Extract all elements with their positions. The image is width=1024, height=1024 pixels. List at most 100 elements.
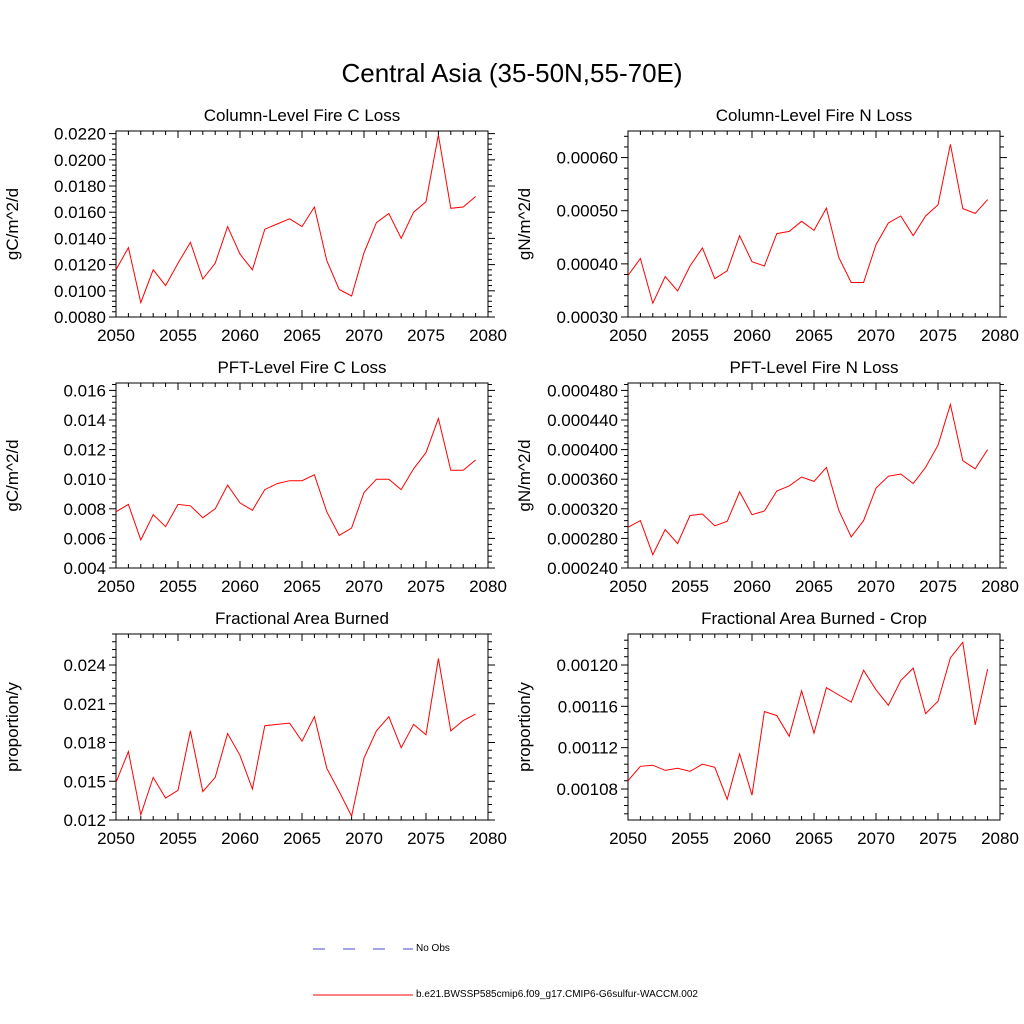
x-tick-label: 2065 xyxy=(795,829,833,848)
y-tick-label: 0.000480 xyxy=(547,381,618,400)
x-tick-label: 2080 xyxy=(981,829,1019,848)
x-tick-label: 2055 xyxy=(671,829,709,848)
x-tick-label: 2055 xyxy=(671,326,709,345)
y-tick-label: 0.000360 xyxy=(547,470,618,489)
x-tick-label: 2050 xyxy=(609,326,647,345)
x-tick-label: 2075 xyxy=(407,577,445,596)
y-tick-label: 0.00060 xyxy=(557,149,618,168)
x-tick-label: 2075 xyxy=(919,326,957,345)
x-tick-label: 2060 xyxy=(221,829,259,848)
y-axis-label: proportion/y xyxy=(3,682,22,772)
x-tick-label: 2070 xyxy=(345,326,383,345)
chart-panel-3: 2050 2055 2060 2065 2070 2075 2080 0.004 0.006 0.… xyxy=(3,358,507,596)
y-tick-label: 0.0160 xyxy=(54,203,106,222)
legend-obs-label: No Obs xyxy=(416,943,450,954)
series-line xyxy=(115,134,476,305)
x-tick-label: 2070 xyxy=(857,326,895,345)
x-tick-label: 2070 xyxy=(345,829,383,848)
chart-panel-5: 2050 2055 2060 2065 2070 2075 2080 0.012 0.015 0.… xyxy=(3,609,507,848)
x-tick-label: 2055 xyxy=(159,829,197,848)
x-tick-label: 2065 xyxy=(283,829,321,848)
x-tick-label: 2060 xyxy=(733,829,771,848)
x-tick-label: 2065 xyxy=(795,326,833,345)
y-tick-label: 0.000240 xyxy=(547,559,618,578)
y-tick-label: 0.004 xyxy=(63,559,106,578)
y-tick-label: 0.00120 xyxy=(557,656,618,675)
y-tick-label: 0.00116 xyxy=(558,697,618,716)
panel-title: Fractional Area Burned xyxy=(215,609,389,628)
x-tick-label: 2060 xyxy=(733,577,771,596)
y-tick-label: 0.00040 xyxy=(557,255,618,274)
x-tick-label: 2070 xyxy=(857,829,895,848)
y-tick-label: 0.006 xyxy=(63,529,106,548)
x-tick-label: 2080 xyxy=(469,829,507,848)
panel-title: Column-Level Fire N Loss xyxy=(716,106,913,125)
y-tick-label: 0.00030 xyxy=(557,308,618,327)
y-axis-label: gC/m^2/d xyxy=(3,188,22,260)
chart-panel-4: 2050 2055 2060 2065 2070 2075 2080 0.000240 0.00… xyxy=(515,358,1019,596)
x-tick-label: 2055 xyxy=(671,577,709,596)
y-tick-label: 0.0120 xyxy=(54,256,106,275)
y-tick-label: 0.0200 xyxy=(54,151,106,170)
chart-panel-2: 2050 2055 2060 2065 2070 2075 2080 0.00030 0.000… xyxy=(515,106,1019,345)
y-tick-label: 0.008 xyxy=(63,500,106,519)
x-tick-label: 2065 xyxy=(283,326,321,345)
chart-panel-1: 2050 2055 2060 2065 2070 2075 2080 0.0080 0.0100… xyxy=(3,106,507,345)
y-tick-label: 0.012 xyxy=(63,811,106,830)
y-tick-label: 0.000280 xyxy=(547,529,618,548)
series-line xyxy=(627,641,989,801)
y-tick-label: 0.021 xyxy=(63,695,106,714)
panel-title: PFT-Level Fire N Loss xyxy=(729,358,898,377)
y-tick-label: 0.0080 xyxy=(54,308,106,327)
panel-title: Column-Level Fire C Loss xyxy=(204,106,401,125)
series-line xyxy=(627,402,989,556)
y-tick-label: 0.00112 xyxy=(558,739,618,758)
x-tick-label: 2050 xyxy=(609,577,647,596)
chart-panel-6: 2050 2055 2060 2065 2070 2075 2080 0.00108 0.001… xyxy=(515,609,1019,848)
y-tick-label: 0.0100 xyxy=(54,282,106,301)
x-tick-label: 2075 xyxy=(919,577,957,596)
y-tick-label: 0.0220 xyxy=(54,125,106,144)
y-tick-label: 0.000320 xyxy=(547,500,618,519)
page-title: Central Asia (35-50N,55-70E) xyxy=(341,58,683,88)
x-tick-label: 2050 xyxy=(97,326,135,345)
x-tick-label: 2050 xyxy=(97,829,135,848)
x-tick-label: 2080 xyxy=(469,326,507,345)
x-tick-label: 2070 xyxy=(857,577,895,596)
x-tick-label: 2080 xyxy=(469,577,507,596)
panel-title: Fractional Area Burned - Crop xyxy=(701,609,927,628)
x-tick-label: 2050 xyxy=(97,577,135,596)
y-tick-label: 0.024 xyxy=(63,656,106,675)
panel-title: PFT-Level Fire C Loss xyxy=(217,358,386,377)
x-tick-label: 2070 xyxy=(345,577,383,596)
x-tick-label: 2080 xyxy=(981,326,1019,345)
x-tick-label: 2075 xyxy=(407,829,445,848)
x-tick-label: 2065 xyxy=(795,577,833,596)
series-line xyxy=(627,144,988,305)
x-tick-label: 2075 xyxy=(919,829,957,848)
x-tick-label: 2060 xyxy=(733,326,771,345)
y-tick-label: 0.014 xyxy=(63,411,106,430)
y-tick-label: 0.012 xyxy=(63,441,106,460)
y-tick-label: 0.015 xyxy=(63,772,106,791)
x-tick-label: 2050 xyxy=(609,829,647,848)
y-tick-label: 0.016 xyxy=(63,381,106,400)
y-tick-label: 0.010 xyxy=(63,470,106,489)
x-tick-label: 2065 xyxy=(283,577,321,596)
x-tick-label: 2080 xyxy=(981,577,1019,596)
y-tick-label: 0.000440 xyxy=(547,411,618,430)
y-tick-label: 0.00050 xyxy=(557,202,618,221)
x-tick-label: 2055 xyxy=(159,326,197,345)
y-tick-label: 0.000400 xyxy=(547,441,618,460)
legend-model-label: b.e21.BWSSP585cmip6.f09_g17.CMIP6-G6sulf… xyxy=(416,989,698,1000)
y-axis-label: gC/m^2/d xyxy=(3,439,22,511)
x-tick-label: 2060 xyxy=(221,326,259,345)
y-tick-label: 0.0180 xyxy=(54,177,106,196)
y-tick-label: 0.018 xyxy=(63,734,106,753)
y-tick-label: 0.0140 xyxy=(54,229,106,248)
series-line xyxy=(115,658,476,818)
x-tick-label: 2075 xyxy=(407,326,445,345)
x-tick-label: 2060 xyxy=(221,577,259,596)
